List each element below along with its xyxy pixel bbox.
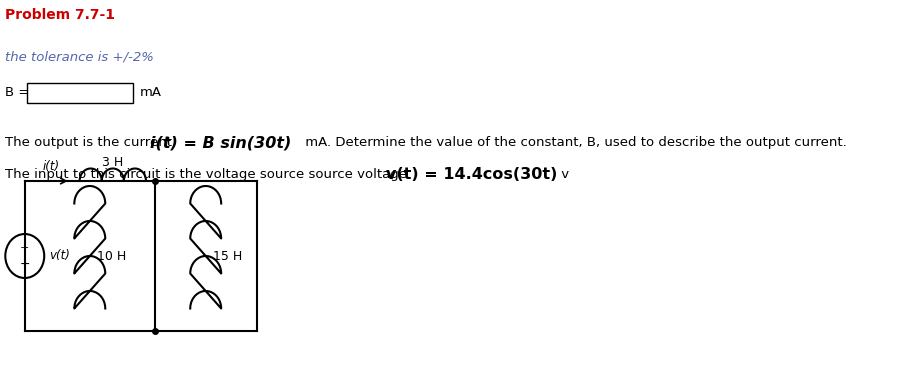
Text: v: v — [557, 168, 570, 181]
Text: mA: mA — [140, 86, 162, 99]
Text: mA. Determine the value of the constant, B, used to describe the output current.: mA. Determine the value of the constant,… — [301, 136, 846, 149]
Text: the tolerance is +/-2%: the tolerance is +/-2% — [5, 51, 155, 64]
Text: 10 H: 10 H — [97, 250, 126, 262]
Bar — [26, 83, 133, 103]
Text: −: − — [19, 258, 30, 270]
Text: +: + — [20, 243, 29, 253]
Text: v(t) = 14.4cos(30t): v(t) = 14.4cos(30t) — [385, 167, 557, 182]
Text: i(t) = B sin(30t): i(t) = B sin(30t) — [150, 135, 292, 150]
Text: i(t): i(t) — [43, 160, 60, 173]
Text: 15 H: 15 H — [213, 250, 242, 262]
Text: B =: B = — [5, 86, 34, 99]
Text: Problem 7.7-1: Problem 7.7-1 — [5, 8, 115, 22]
Text: v(t): v(t) — [50, 250, 70, 262]
Text: The input to this circuit is the voltage source source voltage: The input to this circuit is the voltage… — [5, 168, 412, 181]
Text: 3 H: 3 H — [102, 156, 124, 169]
Text: The output is the current: The output is the current — [5, 136, 176, 149]
